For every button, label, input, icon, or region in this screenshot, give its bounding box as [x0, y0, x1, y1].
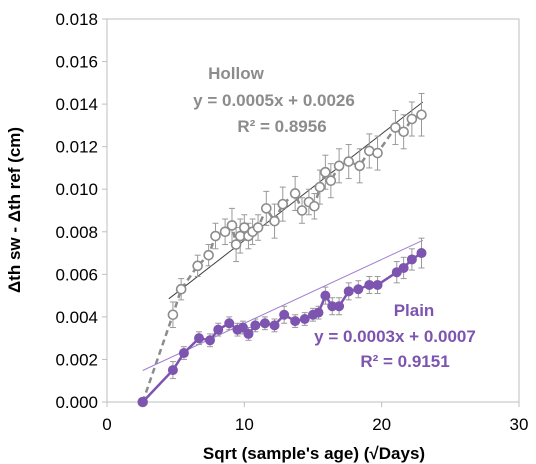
plain-point — [260, 319, 269, 328]
hollow-point — [232, 240, 241, 249]
x-axis-label: Sqrt (sample's age) (√Days) — [203, 444, 425, 463]
plain-point — [344, 287, 353, 296]
x-tick-label: 20 — [372, 415, 391, 434]
hollow-point — [211, 232, 220, 241]
plain-point — [365, 280, 374, 289]
plain-point — [291, 317, 300, 326]
plain-series-label: Plain — [394, 301, 435, 320]
hollow-point — [270, 217, 279, 226]
hollow-point — [407, 115, 416, 124]
hollow-point — [193, 261, 202, 270]
plain-equation: y = 0.0003x + 0.0007 — [314, 327, 476, 346]
plain-point — [417, 249, 426, 258]
hollow-series-label: Hollow — [208, 64, 264, 83]
hollow-point — [355, 161, 364, 170]
plain-point — [270, 321, 279, 330]
plain-series — [138, 238, 426, 406]
hollow-point — [344, 157, 353, 166]
plain-point — [138, 398, 147, 407]
plain-point — [251, 321, 260, 330]
y-tick-label: 0.018 — [55, 10, 98, 29]
hollow-point — [326, 176, 335, 185]
x-axis-ticks: 0 10 20 30 — [102, 402, 528, 434]
hollow-point — [321, 168, 330, 177]
plain-point — [225, 319, 234, 328]
plain-point — [300, 315, 309, 324]
hollow-point — [373, 149, 382, 158]
hollow-point — [262, 204, 271, 213]
y-tick-label: 0.004 — [55, 308, 98, 327]
hollow-point — [204, 251, 213, 260]
y-tick-label: 0.002 — [55, 350, 98, 369]
plain-point — [179, 349, 188, 358]
x-tick-label: 30 — [510, 415, 529, 434]
hollow-point — [168, 310, 177, 319]
hollow-point — [399, 127, 408, 136]
y-tick-label: 0.006 — [55, 265, 98, 284]
plain-point — [214, 325, 223, 334]
y-tick-label: 0.012 — [55, 138, 98, 157]
y-tick-label: 0.008 — [55, 223, 98, 242]
plain-point — [399, 263, 408, 272]
plain-point — [206, 336, 215, 345]
y-tick-label: 0.016 — [55, 53, 98, 72]
plain-point — [314, 308, 323, 317]
hollow-point — [254, 223, 263, 232]
y-tick-label: 0.014 — [55, 95, 98, 114]
y-axis-label: Δth sw - Δth ref (cm) — [5, 127, 24, 293]
y-tick-label: 0.000 — [55, 393, 98, 412]
hollow-point — [227, 221, 236, 230]
hollow-point — [278, 200, 287, 209]
plain-point — [373, 280, 382, 289]
hollow-equation: y = 0.0005x + 0.0026 — [193, 91, 355, 110]
plain-point — [244, 329, 253, 338]
hollow-point — [291, 189, 300, 198]
plain-point — [407, 255, 416, 264]
plain-point — [168, 366, 177, 375]
plain-point — [280, 310, 289, 319]
x-tick-label: 0 — [102, 415, 111, 434]
hollow-point — [315, 183, 324, 192]
x-tick-label: 10 — [235, 415, 254, 434]
y-tick-label: 0.010 — [55, 180, 98, 199]
plain-point — [335, 302, 344, 311]
plain-r2: R² = 0.9151 — [360, 352, 449, 371]
hollow-point — [298, 206, 307, 215]
hollow-r2: R² = 0.8956 — [237, 117, 326, 136]
plain-point — [321, 291, 330, 300]
hollow-point — [335, 161, 344, 170]
hollow-point — [310, 202, 319, 211]
y-axis-ticks: 0.000 0.002 0.004 0.006 0.008 0.010 0.012 0.014… — [55, 10, 107, 412]
plain-point — [195, 334, 204, 343]
plain-point — [354, 285, 363, 294]
hollow-point — [417, 110, 426, 119]
hollow-point — [177, 285, 186, 294]
